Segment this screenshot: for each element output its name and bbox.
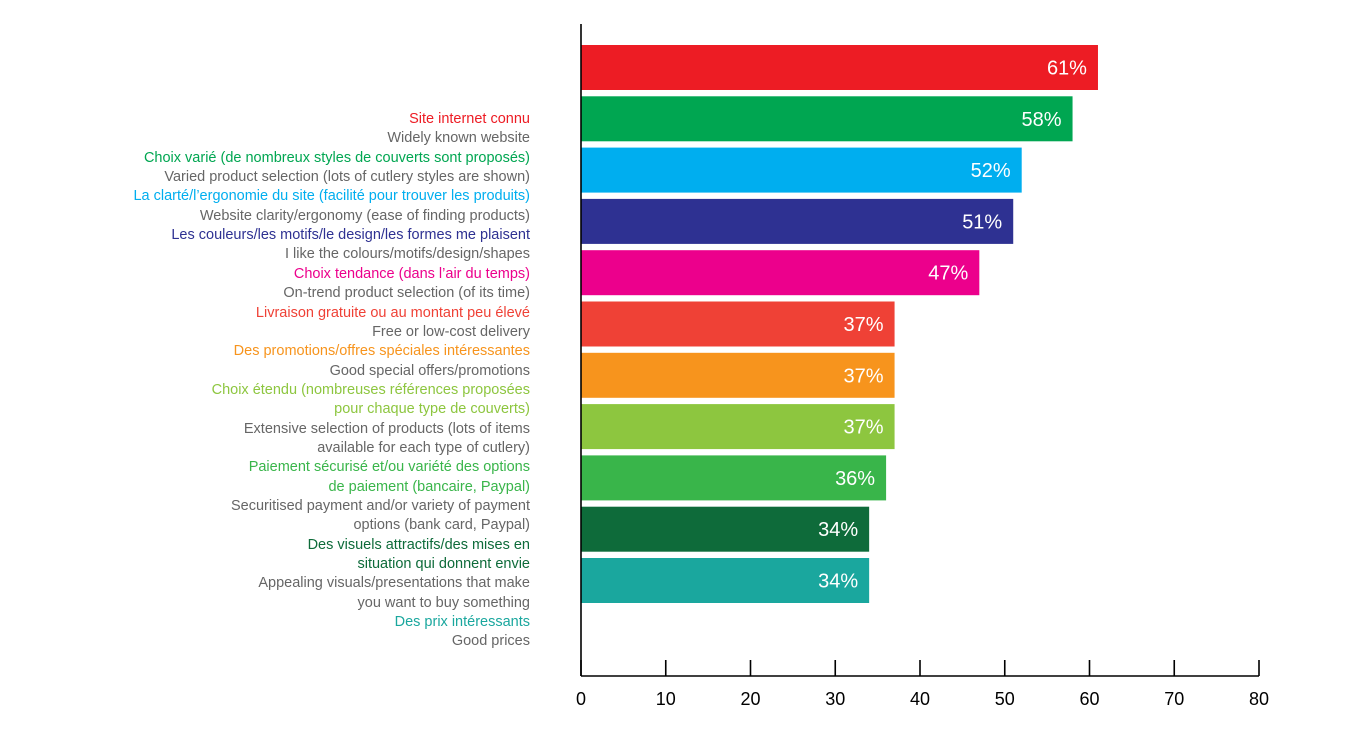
bar-value-label: 52% — [971, 160, 1011, 182]
category-label-fr: Livraison gratuite ou au montant peu éle… — [255, 304, 530, 321]
bar-value-label: 58% — [1022, 109, 1062, 131]
category-label-fr: Des prix intéressants — [394, 614, 530, 631]
category-label-fr: Des promotions/offres spéciales intéress… — [233, 343, 530, 360]
bar-4 — [581, 198, 1014, 244]
x-tick-label: 10 — [656, 689, 676, 709]
bar-2 — [581, 96, 1073, 142]
bar-value-label: 36% — [835, 468, 875, 490]
bar-1 — [581, 45, 1098, 90]
bar-value-label: 34% — [818, 571, 858, 593]
category-label-en: Good special offers/promotions — [329, 362, 530, 379]
category-label-en: Good prices — [451, 633, 530, 650]
x-tick-label: 20 — [740, 689, 760, 709]
bar-value-label: 51% — [962, 211, 1002, 233]
category-label-fr: de paiement (bancaire, Paypal) — [328, 478, 530, 495]
bar-value-label: 47% — [928, 263, 968, 285]
category-label-fr: Des visuels attractifs/des mises en — [307, 536, 530, 553]
category-label-en: available for each type of cutlery) — [317, 439, 530, 456]
bar-5 — [581, 250, 980, 296]
x-tick-label: 0 — [576, 689, 586, 709]
bars-group: 61% 58% 52% 51% 47% 37% 37% 37% 36% 34% 34% — [581, 45, 1098, 603]
category-label-en: options (bank card, Paypal) — [353, 517, 530, 534]
x-tick-label: 30 — [825, 689, 845, 709]
category-label-en: Varied product selection (lots of cutler… — [164, 169, 530, 186]
x-tick-label: 50 — [995, 689, 1015, 709]
category-label-en: Extensive selection of products (lots of… — [243, 420, 530, 437]
category-label-en: I like the colours/motifs/design/shapes — [284, 246, 530, 263]
bar-8 — [581, 404, 895, 450]
x-tick-label: 40 — [910, 689, 930, 709]
bar-6 — [581, 301, 895, 347]
category-label-fr: Choix tendance (dans l’air du temps) — [293, 265, 530, 282]
category-label-fr: Site internet connu — [409, 111, 530, 127]
bar-11 — [581, 558, 870, 603]
category-label-fr: Les couleurs/les motifs/le design/les fo… — [171, 227, 530, 244]
bar-9 — [581, 455, 887, 501]
bar-value-label: 37% — [844, 417, 884, 439]
category-label-en: Securitised payment and/or variety of pa… — [230, 498, 530, 514]
category-label-fr: La clarté/l’ergonomie du site (facilité … — [133, 188, 530, 205]
category-label-en: Appealing visuals/presentations that mak… — [258, 575, 530, 592]
category-label-en: On-trend product selection (of its time) — [283, 285, 530, 302]
category-label-en: you want to buy something — [357, 594, 531, 611]
bar-value-label: 37% — [844, 365, 884, 387]
bar-value-label: 34% — [818, 519, 858, 541]
category-label-fr: situation qui donnent envie — [357, 556, 530, 573]
bar-7 — [581, 352, 895, 398]
x-tick-label: 70 — [1164, 689, 1184, 709]
category-label-en: Website clarity/ergonomy (ease of findin… — [199, 207, 530, 224]
category-label-fr: Paiement sécurisé et/ou variété des opti… — [248, 459, 530, 476]
category-label-en: Widely known website — [387, 130, 530, 147]
axes-group: 0 10 20 30 40 50 60 70 80 — [576, 24, 1269, 709]
bar-3 — [581, 147, 1022, 193]
category-label-fr: pour chaque type de couverts) — [334, 401, 530, 418]
bar-value-label: 37% — [844, 314, 884, 336]
category-label-en: Free or low-cost delivery — [372, 323, 530, 340]
bar-value-label: 61% — [1047, 58, 1087, 80]
bar-10 — [581, 506, 870, 552]
x-tick-label: 80 — [1249, 689, 1269, 709]
category-label-fr: Choix étendu (nombreuses références prop… — [211, 381, 530, 398]
category-label-fr: Choix varié (de nombreux styles de couve… — [143, 149, 530, 166]
x-tick-label: 60 — [1079, 689, 1099, 709]
